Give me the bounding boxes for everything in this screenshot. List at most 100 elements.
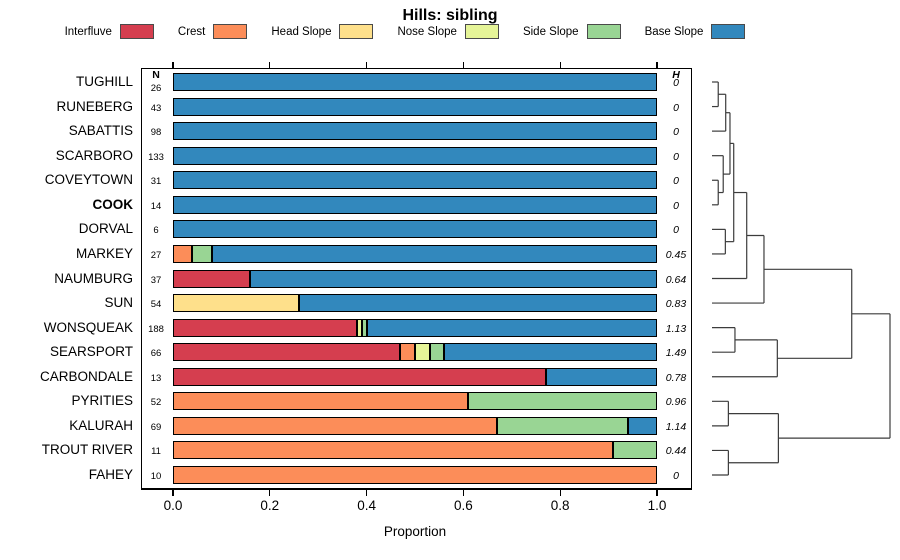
- row-label: KALURAH: [69, 417, 133, 433]
- x-axis-top-tick: [269, 62, 271, 68]
- h-value: 1.49: [665, 347, 687, 360]
- bar-row: [173, 466, 657, 484]
- n-value: 11: [151, 446, 161, 458]
- bar-segment-side-slope: [613, 441, 657, 460]
- row-label: DORVAL: [78, 221, 133, 237]
- h-value: 0: [673, 150, 679, 163]
- bar-segment-side-slope: [429, 343, 445, 362]
- bar-row: [173, 441, 657, 460]
- row-label: SUN: [104, 295, 133, 311]
- bar-segment-side-slope: [497, 416, 628, 435]
- n-value: 98: [150, 127, 162, 139]
- legend-swatch: [586, 24, 621, 39]
- bar-row: [173, 244, 657, 263]
- h-column-header: H: [672, 69, 680, 81]
- legend-label: Side Slope: [522, 25, 579, 38]
- plot-frame: [141, 68, 692, 490]
- x-axis-top-tick: [462, 62, 464, 68]
- legend-swatch: [711, 24, 746, 39]
- x-axis-tick-label: 0.6: [454, 498, 473, 513]
- x-axis-top-tick: [172, 62, 174, 68]
- bar-segment-crest: [173, 441, 614, 460]
- h-value: 1.14: [665, 420, 687, 433]
- legend-swatch: [339, 24, 374, 39]
- bar-segment-base-slope: [366, 318, 657, 337]
- x-axis-tick: [656, 490, 658, 496]
- bar-segment-base-slope: [173, 171, 657, 190]
- h-value: 0.64: [665, 273, 687, 286]
- bar-segment-base-slope: [298, 294, 657, 313]
- bar-segment-interfluve: [173, 318, 357, 337]
- bar-segment-interfluve: [173, 367, 546, 386]
- legend-swatch: [464, 24, 499, 39]
- legend-label: Nose Slope: [397, 25, 457, 38]
- bar-segment-base-slope: [173, 97, 657, 116]
- bar-segment-side-slope: [361, 318, 367, 337]
- row-label: CARBONDALE: [39, 368, 133, 384]
- bar-row: [173, 122, 657, 141]
- bar-row: [173, 146, 657, 165]
- x-axis-tick-label: 0.2: [260, 498, 280, 513]
- row-label: NAUMBURG: [54, 270, 133, 286]
- n-value: 69: [150, 421, 162, 433]
- bar-segment-side-slope: [192, 244, 212, 263]
- bar-segment-base-slope: [173, 220, 657, 239]
- x-axis-top-tick: [559, 62, 561, 68]
- x-axis-tick: [366, 490, 368, 496]
- bar-segment-base-slope: [173, 73, 657, 91]
- row-label: MARKEY: [75, 245, 133, 261]
- bar-row: [173, 343, 657, 362]
- h-value: 0: [673, 77, 679, 89]
- bar-segment-interfluve: [173, 269, 251, 288]
- n-value: 43: [150, 102, 162, 114]
- x-axis-tick-label: 1.0: [647, 498, 667, 513]
- h-value: 0.78: [665, 371, 687, 384]
- legend-label: Base Slope: [644, 25, 704, 38]
- bar-segment-crest: [173, 416, 498, 435]
- h-value: 0.45: [665, 248, 687, 261]
- h-value: 0: [673, 126, 679, 139]
- n-value: 26: [150, 83, 162, 94]
- bar-segment-base-slope: [173, 122, 657, 141]
- x-axis-tick-label: 0.8: [550, 498, 570, 513]
- x-axis-top-tick: [656, 62, 658, 68]
- bar-row: [173, 171, 657, 190]
- bar-row: [173, 195, 657, 214]
- bar-row: [173, 318, 657, 337]
- n-value: 133: [148, 151, 164, 163]
- x-axis-tick-label: 0.4: [357, 498, 376, 513]
- h-value: 1.13: [665, 322, 687, 335]
- x-axis-tick: [172, 490, 174, 496]
- legend-item: Nose Slope: [397, 24, 499, 39]
- n-value: 37: [150, 274, 162, 286]
- legend-item: Interfluve: [65, 24, 154, 39]
- legend-item: Crest: [178, 24, 248, 39]
- row-label: COOK: [92, 196, 134, 212]
- row-label: COVEYTOWN: [44, 172, 133, 188]
- row-label: SEARSPORT: [49, 344, 133, 360]
- n-value: 14: [150, 200, 162, 212]
- bar-segment-crest: [173, 466, 657, 484]
- bar-row: [173, 269, 657, 288]
- x-axis-tick: [269, 490, 271, 496]
- bar-segment-base-slope: [173, 195, 657, 214]
- h-value: 0: [673, 101, 679, 114]
- bar-segment-base-slope: [627, 416, 657, 435]
- n-value: 66: [150, 348, 162, 360]
- x-axis-tick-label: 0.0: [163, 498, 183, 513]
- n-value: 52: [150, 397, 162, 409]
- bar-row: [173, 416, 657, 435]
- h-value: 0: [673, 199, 679, 212]
- row-label: RUNEBERG: [56, 98, 133, 114]
- n-value: 188: [148, 323, 164, 335]
- n-value: 54: [150, 299, 162, 311]
- bar-segment-crest: [173, 392, 469, 411]
- h-value: 0: [673, 470, 679, 482]
- n-column-header: N: [152, 69, 160, 81]
- h-value: 0: [673, 175, 679, 188]
- row-label: FAHEY: [88, 467, 133, 482]
- bar-segment-nose-slope: [414, 343, 430, 362]
- bar-row: [173, 220, 657, 239]
- x-axis-tick: [462, 490, 464, 496]
